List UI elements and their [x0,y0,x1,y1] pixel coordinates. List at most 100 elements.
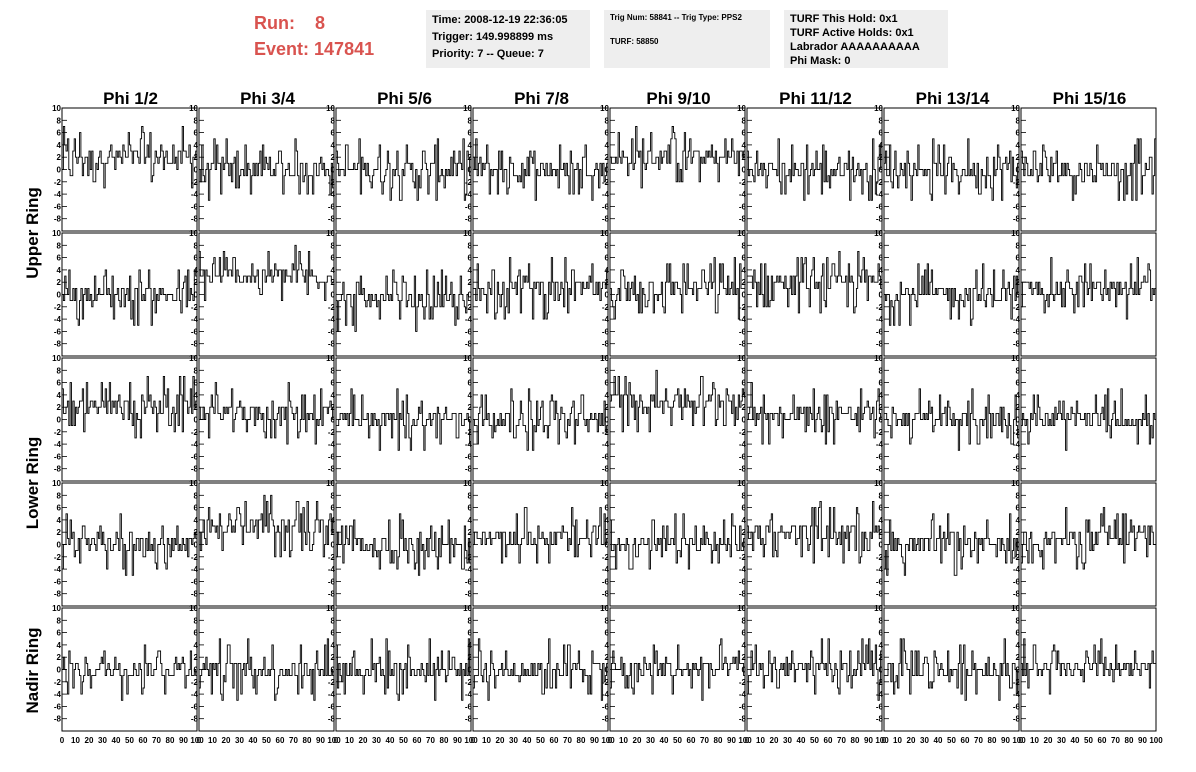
waveform-trace [883,638,1020,701]
waveform-trace [198,638,335,701]
x-tick-label: 90 [590,736,599,745]
y-tick-label: 4 [1016,391,1021,400]
y-tick-label: -4 [602,440,610,449]
y-tick-label: 8 [468,366,473,375]
x-tick-label: 60 [139,736,148,745]
y-tick-label: 0 [468,416,473,425]
y-tick-label: -6 [191,702,199,711]
y-tick-label: 2 [468,278,473,287]
waveform-panel: 10 8 6 4 2 0 -2 -4 -6 -8 [737,104,883,232]
x-tick-label: 0 [471,736,476,745]
y-tick-label: -2 [465,428,473,437]
y-tick-label: 2 [57,403,62,412]
y-tick-label: 4 [1016,641,1021,650]
y-tick-label: -8 [54,465,62,474]
y-tick-label: 8 [1016,491,1021,500]
y-tick-label: -8 [465,340,473,349]
phi-mask-text: Phi Mask: 0 [790,55,851,67]
y-tick-label: -2 [1013,428,1021,437]
y-tick-label: -6 [1013,702,1021,711]
y-tick-label: 0 [605,416,610,425]
waveform-panel: 10 8 6 4 2 0 -2 -4 -6 -8 [326,104,472,232]
y-tick-label: 8 [194,616,199,625]
y-tick-label: 10 [463,604,472,613]
x-tick-label: 50 [536,736,545,745]
y-tick-label: 2 [1016,153,1021,162]
y-tick-label: -6 [739,327,747,336]
y-tick-label: -2 [465,678,473,687]
waveform-trace [746,638,883,701]
y-tick-label: 8 [605,241,610,250]
trig-num-text: Trig Num: 58841 -- Trig Type: PPS2 [610,13,742,22]
panel-frame [883,482,1020,607]
waveform-trace [335,513,472,576]
y-tick-label: 10 [463,104,472,113]
x-tick-label: 90 [179,736,188,745]
y-tick-label: -8 [54,715,62,724]
waveform-trace [746,382,883,445]
waveform-trace [335,388,472,451]
turf-text: TURF: 58850 [610,37,659,46]
x-tick-label: 50 [399,736,408,745]
waveform-trace [335,638,472,701]
y-tick-label: -8 [876,215,884,224]
y-tick-label: 0 [879,666,884,675]
ring-label: Upper Ring [23,187,42,279]
y-tick-label: -8 [465,715,473,724]
y-tick-label: 4 [194,641,199,650]
x-tick-label: 30 [509,736,518,745]
waveform-trace [199,138,335,201]
y-tick-label: 4 [57,391,62,400]
y-tick-label: -6 [602,452,610,461]
waveform-trace [472,138,609,201]
x-tick-label: 30 [1057,736,1066,745]
x-tick-label: 80 [166,736,175,745]
column-header: Phi 3/4 [240,89,295,108]
y-tick-label: 2 [742,653,747,662]
waveform-trace [1020,638,1157,695]
x-tick-label: 20 [359,736,368,745]
x-tick-label: 20 [633,736,642,745]
y-tick-label: -6 [191,452,199,461]
x-tick-label: 70 [152,736,161,745]
x-tick-label: 40 [112,736,121,745]
y-tick-label: 2 [879,153,884,162]
x-tick-label: 40 [1071,736,1080,745]
y-tick-label: -6 [876,202,884,211]
y-tick-label: 10 [874,604,883,613]
waveform-trace [1020,507,1157,570]
y-tick-label: -6 [602,327,610,336]
y-tick-label: -2 [54,553,62,562]
y-tick-label: 2 [468,403,473,412]
y-tick-label: -4 [1013,315,1021,324]
y-tick-label: -4 [876,565,884,574]
y-tick-label: -2 [328,178,336,187]
y-tick-label: 8 [57,366,62,375]
run-event-box: Run: 8 Event: 147841 [254,10,414,62]
x-tick-label: 100 [190,736,204,745]
y-tick-label: 0 [468,541,473,550]
waveform-panel: 10 8 6 4 2 0 -2 -4 -6 -8 [1011,104,1157,232]
y-tick-label: -4 [54,690,62,699]
y-tick-label: 10 [874,354,883,363]
y-tick-label: 8 [194,116,199,125]
y-tick-label: 6 [468,254,473,263]
waveform-panel: 10 8 6 4 2 0 -2 -4 -6 -8 [600,104,746,232]
y-tick-label: 8 [194,241,199,250]
x-tick-label: 30 [235,736,244,745]
y-tick-label: 10 [52,229,61,238]
waveform-panel: 10 8 6 4 2 0 -2 -4 -6 -8 [600,604,746,732]
y-tick-label: -6 [54,452,62,461]
waveform-panel: 10 8 6 4 2 0 -2 -4 -6 -8 [52,479,198,607]
y-tick-label: 2 [331,278,336,287]
waveform-trace [62,644,197,701]
event-line: Event: 147841 [254,36,414,62]
y-tick-label: 6 [605,379,610,388]
y-tick-label: 8 [879,241,884,250]
y-tick-label: 10 [52,479,61,488]
y-tick-label: 6 [742,129,747,138]
y-tick-label: -8 [465,590,473,599]
ring-label: Lower Ring [23,437,42,530]
y-tick-label: 0 [331,166,336,175]
x-tick-label: 30 [372,736,381,745]
